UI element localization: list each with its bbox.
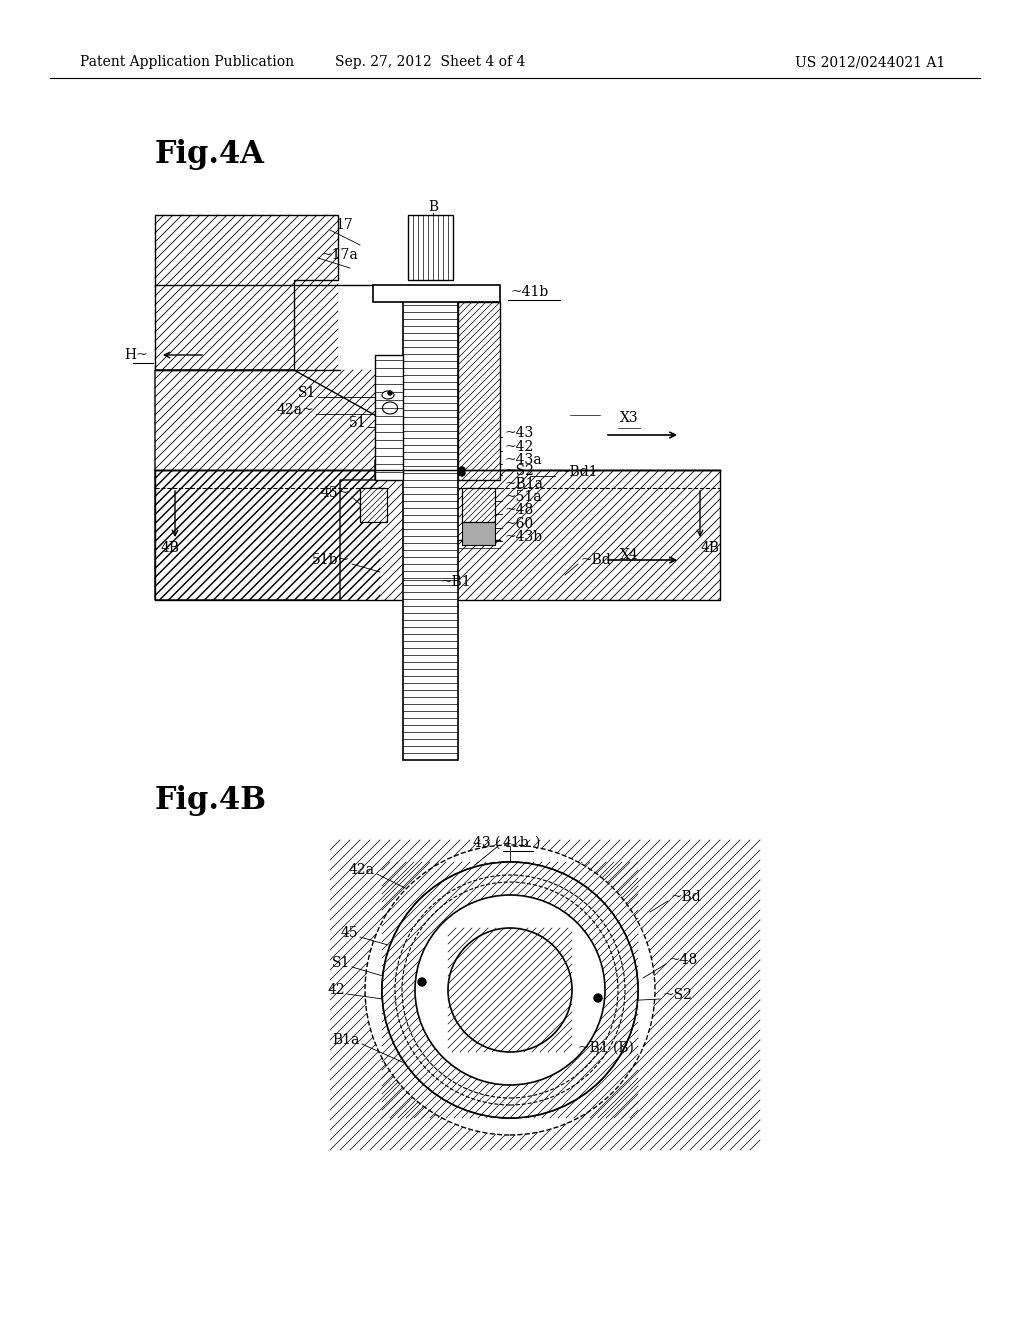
Text: X3: X3 bbox=[620, 411, 639, 425]
Bar bbox=[403, 300, 458, 760]
Ellipse shape bbox=[415, 895, 605, 1085]
Text: ~43: ~43 bbox=[505, 426, 535, 440]
Text: ~S2: ~S2 bbox=[663, 987, 693, 1002]
Bar bbox=[375, 355, 403, 480]
Text: Patent Application Publication: Patent Application Publication bbox=[80, 55, 294, 69]
Bar bbox=[462, 488, 495, 521]
Text: ~B1: ~B1 bbox=[440, 576, 471, 589]
Circle shape bbox=[459, 470, 465, 477]
Text: Fig.4B: Fig.4B bbox=[155, 784, 267, 816]
Text: 41b: 41b bbox=[503, 836, 529, 850]
Circle shape bbox=[594, 994, 602, 1002]
Text: S1: S1 bbox=[332, 956, 350, 970]
Polygon shape bbox=[155, 370, 380, 601]
Text: 17: 17 bbox=[335, 218, 352, 232]
Text: ): ) bbox=[534, 836, 540, 850]
Text: 42: 42 bbox=[328, 983, 345, 997]
Text: 45~: 45~ bbox=[321, 486, 350, 500]
Bar bbox=[155, 470, 720, 601]
Polygon shape bbox=[330, 840, 760, 1150]
Text: 4B: 4B bbox=[161, 541, 179, 554]
Text: ~60: ~60 bbox=[505, 517, 535, 531]
Text: 51: 51 bbox=[348, 416, 366, 430]
Bar bbox=[462, 521, 495, 545]
Bar bbox=[373, 285, 500, 302]
Ellipse shape bbox=[382, 391, 394, 399]
Bar bbox=[408, 215, 453, 280]
Text: 42a: 42a bbox=[349, 863, 375, 876]
Text: ~B1 (B): ~B1 (B) bbox=[578, 1041, 634, 1055]
Text: 42a~: 42a~ bbox=[276, 403, 314, 417]
Text: ~48: ~48 bbox=[668, 953, 697, 968]
Text: B: B bbox=[428, 201, 438, 214]
Bar bbox=[360, 488, 387, 521]
Text: X4: X4 bbox=[620, 548, 639, 562]
Bar bbox=[462, 488, 495, 521]
Text: H~: H~ bbox=[124, 348, 148, 362]
Text: B1a: B1a bbox=[333, 1034, 360, 1047]
Bar bbox=[360, 488, 387, 521]
Text: ~17a: ~17a bbox=[319, 248, 357, 261]
Text: ~41b: ~41b bbox=[510, 285, 548, 300]
Ellipse shape bbox=[365, 845, 655, 1135]
Bar bbox=[458, 302, 500, 480]
Ellipse shape bbox=[449, 928, 572, 1052]
Text: Fig.4A: Fig.4A bbox=[155, 140, 265, 170]
Circle shape bbox=[418, 978, 426, 986]
Text: ~42: ~42 bbox=[505, 440, 535, 454]
Text: 4B: 4B bbox=[700, 541, 720, 554]
Polygon shape bbox=[155, 215, 338, 370]
Ellipse shape bbox=[382, 862, 638, 1118]
Text: Sep. 27, 2012  Sheet 4 of 4: Sep. 27, 2012 Sheet 4 of 4 bbox=[335, 55, 525, 69]
Text: ~51a: ~51a bbox=[505, 490, 543, 504]
Text: ~43b: ~43b bbox=[505, 531, 543, 544]
Text: 45: 45 bbox=[340, 927, 358, 940]
Ellipse shape bbox=[382, 862, 638, 1118]
Text: ~B1a: ~B1a bbox=[505, 477, 544, 491]
Text: 43 (: 43 ( bbox=[473, 836, 500, 850]
Text: ~43a: ~43a bbox=[505, 453, 543, 467]
Text: ~S2: ~S2 bbox=[505, 465, 535, 478]
Text: ~Bd: ~Bd bbox=[670, 890, 700, 904]
Text: US 2012/0244021 A1: US 2012/0244021 A1 bbox=[795, 55, 945, 69]
Text: ~48: ~48 bbox=[505, 503, 535, 517]
Text: ~Bd: ~Bd bbox=[580, 553, 610, 568]
Circle shape bbox=[388, 391, 392, 395]
Text: 51b~: 51b~ bbox=[312, 553, 350, 568]
Text: ~Bd1: ~Bd1 bbox=[558, 465, 598, 479]
Bar bbox=[458, 302, 500, 480]
Text: S1: S1 bbox=[298, 385, 316, 400]
Circle shape bbox=[459, 467, 465, 473]
